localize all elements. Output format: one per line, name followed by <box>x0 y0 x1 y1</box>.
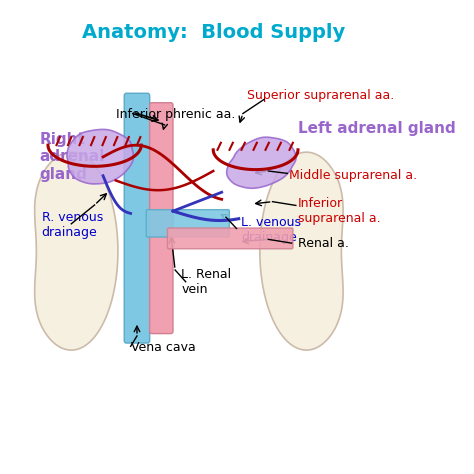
FancyBboxPatch shape <box>146 210 229 237</box>
Polygon shape <box>227 137 296 188</box>
Text: Right
adrenal
gland: Right adrenal gland <box>39 132 105 182</box>
Text: Inferior
suprarenal a.: Inferior suprarenal a. <box>298 197 381 225</box>
Text: R. venous
drainage: R. venous drainage <box>42 211 103 239</box>
Text: Vena cava: Vena cava <box>131 341 195 354</box>
Text: Superior suprarenal aa.: Superior suprarenal aa. <box>247 89 394 102</box>
Text: Inferior phrenic aa.: Inferior phrenic aa. <box>116 108 235 121</box>
Polygon shape <box>35 152 118 350</box>
Text: L. Renal
vein: L. Renal vein <box>182 268 232 296</box>
FancyBboxPatch shape <box>150 103 173 334</box>
FancyBboxPatch shape <box>124 93 150 343</box>
Text: L. venous
drainage: L. venous drainage <box>241 216 301 244</box>
Text: Renal a.: Renal a. <box>298 237 349 250</box>
Text: Middle suprarenal a.: Middle suprarenal a. <box>290 169 418 182</box>
Polygon shape <box>67 129 133 184</box>
Polygon shape <box>260 152 343 350</box>
Text: Left adrenal gland: Left adrenal gland <box>298 121 456 136</box>
Text: Anatomy:  Blood Supply: Anatomy: Blood Supply <box>82 23 345 42</box>
FancyBboxPatch shape <box>167 228 293 249</box>
